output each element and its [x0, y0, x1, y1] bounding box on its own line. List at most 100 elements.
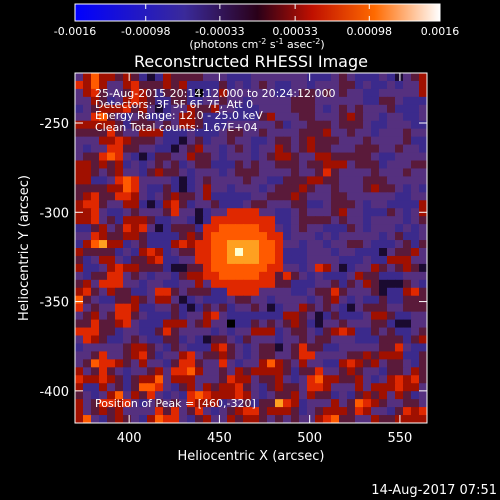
heatmap-cell [387, 351, 396, 360]
heatmap-cell [131, 73, 140, 82]
heatmap-cell [235, 271, 244, 281]
heatmap-cell [139, 184, 148, 193]
heatmap-cell [323, 88, 332, 98]
heatmap-cell [331, 216, 340, 225]
heatmap-cell [147, 200, 156, 209]
heatmap-cell [379, 104, 388, 114]
heatmap-cell [315, 327, 324, 337]
heatmap-cell [131, 80, 140, 90]
heatmap-cell [283, 319, 292, 329]
heatmap-cell [195, 383, 204, 392]
heatmap-cell [387, 224, 396, 233]
heatmap-cell [307, 144, 316, 154]
heatmap-cell [355, 232, 364, 241]
heatmap-cell [235, 255, 244, 265]
heatmap-cell [259, 327, 268, 337]
heatmap-cell [155, 263, 164, 273]
colorbar-tick-label: 0.00033 [272, 25, 318, 38]
heatmap-cell [371, 73, 380, 82]
heatmap-cell [299, 136, 308, 146]
heatmap-cell [315, 383, 324, 392]
heatmap-cell [371, 176, 380, 185]
heatmap-cell [363, 160, 372, 170]
heatmap-cell [331, 80, 340, 90]
heatmap-cell [155, 176, 164, 185]
heatmap-cell [395, 240, 404, 249]
heatmap-cell [115, 232, 124, 241]
heatmap-cell [395, 176, 404, 185]
heatmap-cell [387, 240, 396, 249]
heatmap-cell [267, 240, 276, 249]
heatmap-cell [91, 415, 100, 423]
heatmap-cell [387, 88, 396, 98]
heatmap-cell [203, 287, 212, 297]
heatmap-cell [379, 216, 388, 225]
heatmap-cell [243, 192, 252, 201]
heatmap-cell [243, 303, 252, 313]
heatmap-cell [187, 263, 196, 273]
heatmap-cell [155, 248, 164, 257]
heatmap-cell [203, 415, 212, 423]
heatmap-cell [115, 112, 124, 122]
heatmap-cell [123, 367, 132, 376]
heatmap-cell [411, 279, 420, 289]
heatmap-cell [395, 335, 404, 345]
heatmap-cell [171, 335, 180, 345]
heatmap-cell [75, 415, 84, 423]
heatmap-cell [91, 359, 100, 368]
axis-ticks: 400 450 500 550-250-300-350-400 [39, 73, 427, 446]
heatmap-cell [355, 192, 364, 201]
heatmap-cell [331, 415, 340, 423]
heatmap-cell [299, 144, 308, 154]
heatmap-cell [179, 263, 188, 273]
heatmap-cell [179, 351, 188, 360]
heatmap-cell [227, 144, 236, 154]
heatmap-cell [363, 303, 372, 313]
heatmap-cell [131, 160, 140, 170]
heatmap-cell [243, 255, 252, 265]
heatmap-cell [379, 343, 388, 352]
heatmap-cell [227, 255, 236, 265]
heatmap-cell [219, 303, 228, 313]
heatmap-cell [339, 255, 348, 265]
heatmap-cell [403, 96, 412, 106]
heatmap-cell [411, 160, 420, 170]
heatmap-cell [235, 391, 244, 400]
heatmap-cell [267, 176, 276, 185]
heatmap-cell [307, 168, 316, 177]
heatmap-cell [371, 232, 380, 241]
heatmap-cell [339, 271, 348, 281]
heatmap-cell [115, 160, 124, 170]
heatmap-cell [315, 351, 324, 360]
heatmap-cell [411, 303, 420, 313]
heatmap-cell [147, 112, 156, 122]
heatmap-cell [363, 216, 372, 225]
heatmap-cell [163, 152, 172, 162]
heatmap-cell [339, 415, 348, 423]
heatmap-cell [75, 128, 84, 138]
heatmap-cell [195, 287, 204, 297]
heatmap-cell [83, 271, 92, 281]
heatmap-cell [219, 208, 228, 217]
heatmap-cell [379, 80, 388, 90]
heatmap-cell [331, 375, 340, 384]
heatmap-cell [315, 176, 324, 185]
heatmap-cell [299, 375, 308, 384]
heatmap-cell [123, 144, 132, 154]
heatmap-cell [179, 128, 188, 138]
heatmap-cell [235, 144, 244, 154]
heatmap-cell [99, 327, 108, 337]
heatmap-cell [291, 263, 300, 273]
heatmap-cell [235, 160, 244, 170]
heatmap-cell [107, 96, 116, 106]
heatmap-cell [123, 271, 132, 281]
heatmap-cell [291, 120, 300, 130]
heatmap-cell [371, 335, 380, 345]
heatmap-cell [187, 359, 196, 368]
heatmap-cell [291, 104, 300, 114]
heatmap-cell [347, 96, 356, 106]
heatmap-cell [379, 168, 388, 177]
heatmap-cell [411, 351, 420, 360]
heatmap-cell [275, 255, 284, 265]
heatmap-cell [163, 391, 172, 400]
